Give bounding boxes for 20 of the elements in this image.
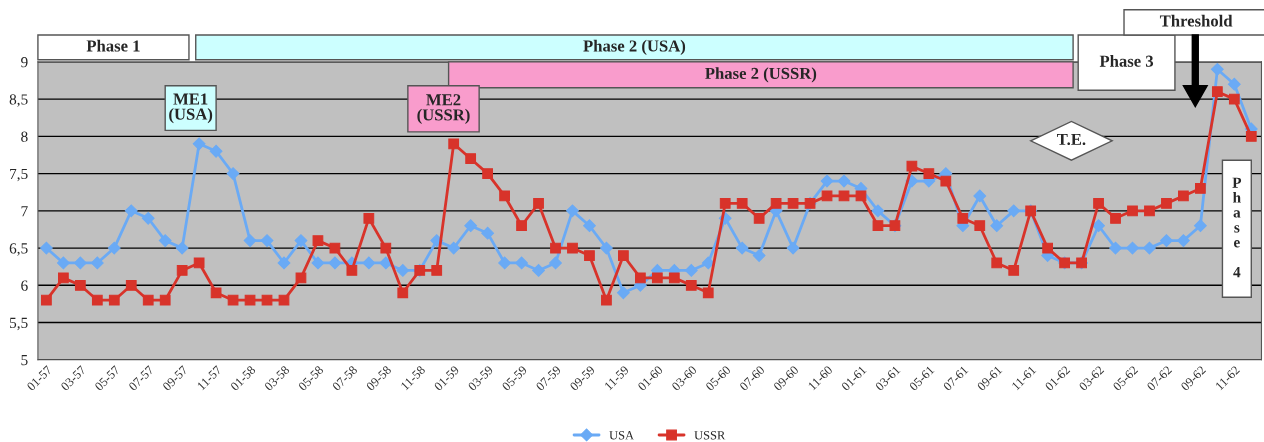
- y-tick-label: 5: [21, 355, 28, 366]
- annotation: T.E.: [1057, 133, 1086, 146]
- annotation: Phase 2 (USSR): [705, 67, 817, 83]
- legend-label: USSR: [694, 431, 726, 440]
- y-tick-label: 5,5: [9, 317, 28, 331]
- text: Threshold: [1159, 14, 1233, 27]
- y-tick-label: 8,5: [9, 94, 28, 107]
- annotation: Phase 3: [1099, 55, 1154, 67]
- legend-label: USA: [609, 431, 634, 440]
- y-tick-label: 6,5: [9, 243, 28, 256]
- text: Phase 2 (USA): [583, 39, 686, 55]
- y-tick-label: 8: [21, 131, 28, 142]
- y-tick-label: 7,5: [10, 168, 28, 182]
- y-tick-label: 7: [21, 206, 28, 217]
- annotation: ME2 (USSR): [417, 94, 470, 124]
- text: Phase 1: [86, 39, 140, 52]
- y-tick-label: 6: [21, 280, 28, 291]
- text: Phase 4: [1232, 177, 1242, 278]
- y-tick-label: 9: [21, 57, 28, 68]
- annotation: ME1 (USA): [169, 93, 213, 124]
